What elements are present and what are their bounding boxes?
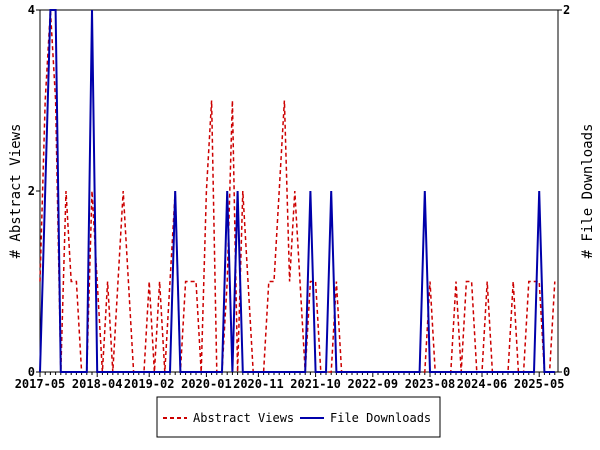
x-tick-label: 2020-11 <box>233 377 284 391</box>
x-tick-label: 2018-04 <box>72 377 123 391</box>
x-tick-label: 2017-05 <box>15 377 66 391</box>
plot-area <box>39 9 559 373</box>
y-tick-label: 0 <box>28 365 35 379</box>
x-tick-label: 2025-05 <box>514 377 565 391</box>
y-axis-title: # Abstract Views <box>8 124 24 259</box>
y-tick-label: 4 <box>28 3 35 17</box>
x-tick-label: 2022-09 <box>348 377 399 391</box>
x-tick-label: 2024-06 <box>457 377 508 391</box>
y2-tick-label: 0 <box>563 365 570 379</box>
series-line <box>39 9 556 373</box>
y-tick-label: 2 <box>28 184 35 198</box>
legend-label: File Downloads <box>330 411 431 425</box>
y2-tick-label: 2 <box>563 3 570 17</box>
y2-axis-title: # File Downloads <box>580 124 596 259</box>
x-tick-label: 2019-02 <box>124 377 175 391</box>
x-tick-label: 2021-10 <box>290 377 341 391</box>
legend-label: Abstract Views <box>193 411 294 425</box>
series-line <box>39 9 555 373</box>
x-tick-label: 2020-01 <box>181 377 232 391</box>
x-tick-label: 2023-08 <box>405 377 456 391</box>
legend-box <box>156 396 441 438</box>
